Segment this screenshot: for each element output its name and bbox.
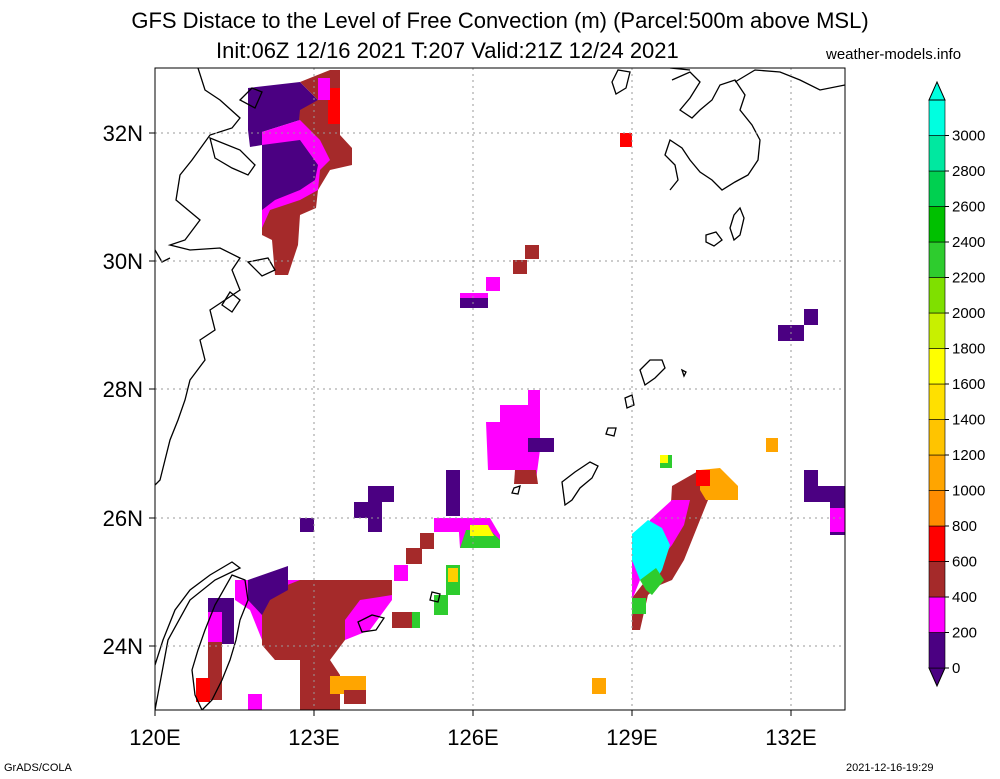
shade-magenta-diag [394, 565, 408, 581]
axis-tick-marks [149, 132, 792, 716]
colorbar [928, 80, 946, 688]
shade-brown-24n [392, 612, 412, 628]
colorbar-swatch [928, 632, 946, 669]
colorbar-swatch [928, 99, 946, 136]
shade-brown-30n-b [513, 260, 527, 274]
shade-magenta-taiwan-c [248, 694, 262, 710]
colorbar-label: 3000 [952, 128, 985, 145]
shade-cyan-east [632, 520, 670, 590]
shade-magenta-e [434, 518, 460, 532]
colorbar-label: 200 [952, 625, 977, 642]
shade-purple-d [300, 518, 314, 532]
colorbar-swatch [928, 170, 946, 207]
coastlines [155, 68, 845, 710]
colorbar-label: 2800 [952, 163, 985, 180]
shade-red-east [696, 470, 710, 486]
colorbar-label: 1000 [952, 483, 985, 500]
colorbar-swatch [928, 490, 946, 527]
shade-orange-27n [766, 438, 778, 452]
lon-tick-123e: 123E [288, 725, 339, 750]
shade-purple-e [446, 470, 460, 516]
shade-magenta-29n [486, 277, 500, 291]
shade-brown-taiwan-c [208, 642, 222, 700]
shade-red-isolated [620, 133, 632, 147]
colorbar-label: 400 [952, 589, 977, 606]
colorbar-label: 0 [952, 660, 960, 677]
lon-tick-126e: 126E [447, 725, 498, 750]
colorbar-label: 2400 [952, 234, 985, 251]
footer-right: 2021-12-16-19:29 [846, 762, 934, 774]
shade-magenta-north-top [318, 78, 330, 100]
site-credit: weather-models.info [826, 46, 962, 63]
shade-brown-taiwan [262, 580, 392, 710]
lat-tick-28n: 28N [103, 377, 143, 402]
lat-tick-30n: 30N [103, 249, 143, 274]
shade-green-25n-b [434, 595, 448, 615]
shade-magenta-27n [486, 390, 540, 482]
shade-magenta-26n-east [830, 508, 845, 532]
shade-purple-a [368, 486, 394, 502]
colorbar-arrow-max [928, 80, 946, 101]
shade-green-24n-east [632, 598, 646, 614]
shade-brown-23n [344, 690, 366, 704]
colorbar-label: 1400 [952, 412, 985, 429]
lfc-shading [196, 70, 845, 710]
colorbar-swatch [928, 454, 946, 491]
shade-red-north [328, 88, 340, 124]
colorbar-swatch [928, 419, 946, 456]
colorbar-arrow-min [928, 667, 946, 688]
shade-purple-c [368, 518, 382, 532]
shade-purple-29n-east-b [804, 309, 818, 325]
colorbar-swatch [928, 135, 946, 172]
colorbar-swatch [928, 312, 946, 349]
shade-red-taiwan [196, 678, 210, 702]
shade-yellow-26-8 [660, 455, 668, 463]
shade-yellow-26n [470, 525, 494, 536]
grid-lines [155, 68, 845, 710]
colorbar-labels: 0 200 400 600 800 1000 1200 1400 1600 1800 2000 220… [945, 128, 985, 677]
colorbar-swatch [928, 383, 946, 420]
colorbar-label: 2000 [952, 305, 985, 322]
shade-brown-27n [514, 470, 538, 484]
colorbar-label: 2600 [952, 199, 985, 216]
lon-tick-132e: 132E [765, 725, 816, 750]
shade-purple-27n [528, 438, 554, 452]
shade-purple-b [354, 502, 382, 518]
colorbar-swatch [928, 277, 946, 314]
shade-brown-30n [525, 245, 539, 259]
colorbar-label: 1600 [952, 376, 985, 393]
shade-orange-23n-b [592, 678, 606, 694]
colorbar-swatch [928, 206, 946, 243]
colorbar-label: 1800 [952, 341, 985, 358]
chart-title-line1: GFS Distace to the Level of Free Convect… [131, 8, 869, 33]
colorbar-swatch [928, 348, 946, 385]
chart-title-line2: Init:06Z 12/16 2021 T:207 Valid:21Z 12/2… [216, 38, 679, 63]
colorbar-label: 1200 [952, 447, 985, 464]
colorbar-swatch [928, 596, 946, 633]
shade-brown-diag-a [420, 533, 434, 549]
shade-purple-north2 [262, 140, 318, 210]
colorbar-label: 600 [952, 554, 977, 571]
lat-tick-24n: 24N [103, 634, 143, 659]
colorbar-swatch [928, 561, 946, 598]
shade-orange-23n [330, 676, 366, 694]
lon-tick-120e: 120E [129, 725, 180, 750]
footer-left: GrADS/COLA [4, 762, 72, 774]
shade-purple-north [248, 82, 318, 147]
shade-yellow-25n [448, 568, 458, 582]
lat-tick-32n: 32N [103, 121, 143, 146]
lon-tick-129e: 129E [606, 725, 657, 750]
shade-brown-diag-b [406, 548, 422, 564]
colorbar-label: 800 [952, 518, 977, 535]
colorbar-swatch [928, 241, 946, 278]
colorbar-label: 2200 [952, 270, 985, 287]
shade-purple-29n [460, 298, 488, 308]
shade-purple-taiwan [248, 566, 288, 615]
colorbar-swatch [928, 525, 946, 562]
lat-tick-26n: 26N [103, 506, 143, 531]
shade-green-east [640, 568, 664, 595]
